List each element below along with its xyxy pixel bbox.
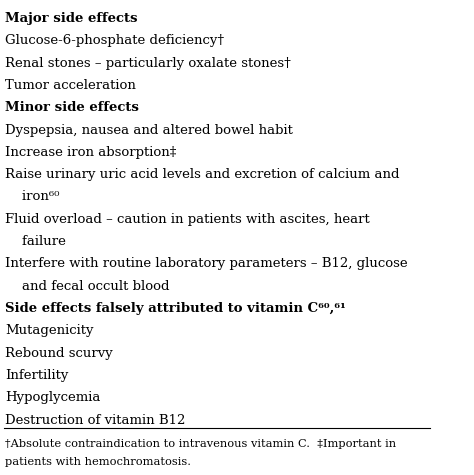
- Text: Hypoglycemia: Hypoglycemia: [5, 391, 100, 404]
- Text: iron⁶⁰: iron⁶⁰: [5, 190, 60, 203]
- Text: Increase iron absorption‡: Increase iron absorption‡: [5, 146, 177, 159]
- Text: Interfere with routine laboratory parameters – B12, glucose: Interfere with routine laboratory parame…: [5, 257, 408, 270]
- Text: and fecal occult blood: and fecal occult blood: [5, 280, 170, 293]
- Text: failure: failure: [5, 235, 66, 248]
- Text: Raise urinary uric acid levels and excretion of calcium and: Raise urinary uric acid levels and excre…: [5, 168, 400, 181]
- Text: Rebound scurvy: Rebound scurvy: [5, 347, 113, 360]
- Text: Dyspepsia, nausea and altered bowel habit: Dyspepsia, nausea and altered bowel habi…: [5, 124, 293, 136]
- Text: Side effects falsely attributed to vitamin C⁶⁰,⁶¹: Side effects falsely attributed to vitam…: [5, 302, 346, 315]
- Text: Major side effects: Major side effects: [5, 12, 138, 25]
- Text: Minor side effects: Minor side effects: [5, 101, 139, 114]
- Text: patients with hemochromatosis.: patients with hemochromatosis.: [5, 457, 191, 467]
- Text: Glucose-6-phosphate deficiency†: Glucose-6-phosphate deficiency†: [5, 34, 224, 47]
- Text: Renal stones – particularly oxalate stones†: Renal stones – particularly oxalate ston…: [5, 57, 291, 69]
- Text: Destruction of vitamin B12: Destruction of vitamin B12: [5, 414, 186, 427]
- Text: Infertility: Infertility: [5, 369, 69, 382]
- Text: †Absolute contraindication to intravenous vitamin C.  ‡Important in: †Absolute contraindication to intravenou…: [5, 439, 396, 449]
- Text: Mutagenicity: Mutagenicity: [5, 324, 94, 337]
- Text: Tumor acceleration: Tumor acceleration: [5, 79, 136, 92]
- Text: Fluid overload – caution in patients with ascites, heart: Fluid overload – caution in patients wit…: [5, 213, 370, 226]
